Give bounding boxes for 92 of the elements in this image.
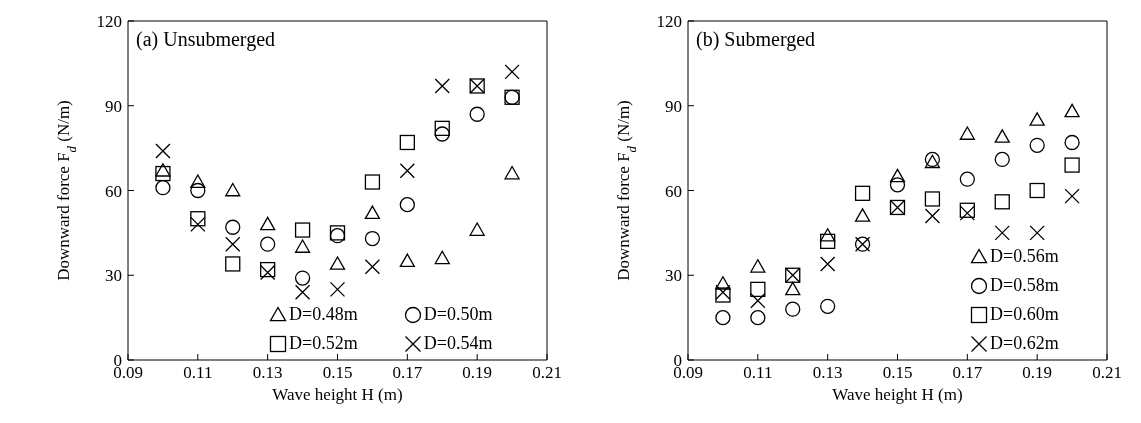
point: [434, 126, 450, 142]
legend-label: D=0.58m: [990, 275, 1059, 296]
point: [1064, 103, 1080, 118]
x-tick-label: 0.21: [532, 363, 562, 383]
point: [785, 301, 801, 317]
point: [820, 228, 836, 242]
y-tick-label: 60: [665, 181, 682, 201]
x-tick-label: 0.11: [183, 363, 213, 383]
point: [399, 253, 415, 268]
x-tick-label: 0.13: [252, 363, 283, 383]
legend-label: D=0.48m: [289, 304, 358, 325]
x-axis-title: Wave height H (m): [832, 385, 963, 404]
point: [190, 216, 206, 233]
x-tick-label: 0.15: [322, 363, 353, 383]
point: [469, 222, 485, 236]
point: [1029, 137, 1045, 153]
point: [820, 256, 836, 272]
point: [190, 182, 206, 199]
point: [469, 106, 485, 122]
point: [750, 309, 766, 326]
point: [260, 216, 276, 231]
point: [1029, 112, 1045, 126]
point: [750, 259, 766, 273]
point: [785, 281, 801, 296]
point: [434, 120, 450, 136]
point: [399, 163, 415, 179]
point: [399, 134, 415, 151]
x-tick-label: 0.17: [952, 363, 983, 383]
x-tick-label: 0.19: [1022, 363, 1053, 383]
point: [994, 151, 1010, 168]
point: [364, 205, 381, 219]
point: [364, 174, 381, 190]
chart-title: (a) Unsubmerged: [136, 28, 276, 51]
point: [155, 180, 171, 196]
point: [155, 163, 171, 177]
point: [225, 182, 241, 197]
y-tick-label: 30: [665, 266, 682, 286]
legend-label: D=0.56m: [990, 246, 1059, 267]
point: [190, 174, 206, 188]
x-tick-label: 0.19: [462, 363, 493, 383]
legend-label: D=0.60m: [990, 304, 1059, 325]
point: [820, 233, 836, 249]
x-axis-title: Wave height H (m): [272, 385, 403, 404]
point: [854, 185, 871, 201]
y-tick-label: 120: [656, 12, 682, 32]
point: [924, 208, 941, 224]
point: [155, 165, 171, 182]
chart-title: (b) Submerged: [696, 28, 816, 51]
y-tick-label: 120: [96, 12, 122, 32]
point: [1064, 157, 1080, 173]
x-tick-label: 0.21: [1092, 363, 1122, 383]
point: [329, 256, 346, 270]
y-tick-label: 90: [665, 96, 682, 116]
point: [994, 129, 1010, 143]
point: [959, 126, 975, 140]
point: [225, 219, 241, 235]
legend-label: D=0.52m: [289, 333, 358, 354]
y-tick-label: 30: [105, 266, 122, 286]
point: [364, 259, 381, 275]
point: [1064, 134, 1080, 151]
legend-label: D=0.54m: [423, 333, 493, 354]
point: [364, 230, 381, 247]
y-tick-label: 60: [105, 181, 122, 201]
point: [715, 276, 731, 290]
point: [715, 309, 731, 326]
point: [820, 298, 836, 314]
point: [959, 171, 975, 187]
point: [294, 222, 311, 238]
point: [889, 168, 906, 183]
point: [854, 208, 871, 222]
point: [889, 177, 906, 193]
legend-label: D=0.50m: [423, 304, 493, 325]
point: [750, 281, 766, 298]
point: [225, 256, 241, 272]
point: [260, 236, 276, 252]
point: [294, 270, 311, 286]
x-tick-label: 0.13: [812, 363, 843, 383]
x-tick-label: 0.15: [882, 363, 913, 383]
point: [294, 284, 311, 300]
point: [994, 194, 1010, 210]
point: [225, 236, 241, 252]
y-tick-label: 90: [105, 96, 122, 116]
point: [294, 239, 311, 253]
point: [434, 250, 450, 265]
x-tick-label: 0.11: [743, 363, 773, 383]
point: [1029, 182, 1045, 199]
legend-label: D=0.62m: [990, 333, 1059, 354]
point: [924, 191, 941, 207]
point: [399, 196, 415, 213]
point: [190, 211, 206, 227]
x-tick-label: 0.17: [392, 363, 423, 383]
point: [504, 165, 520, 180]
